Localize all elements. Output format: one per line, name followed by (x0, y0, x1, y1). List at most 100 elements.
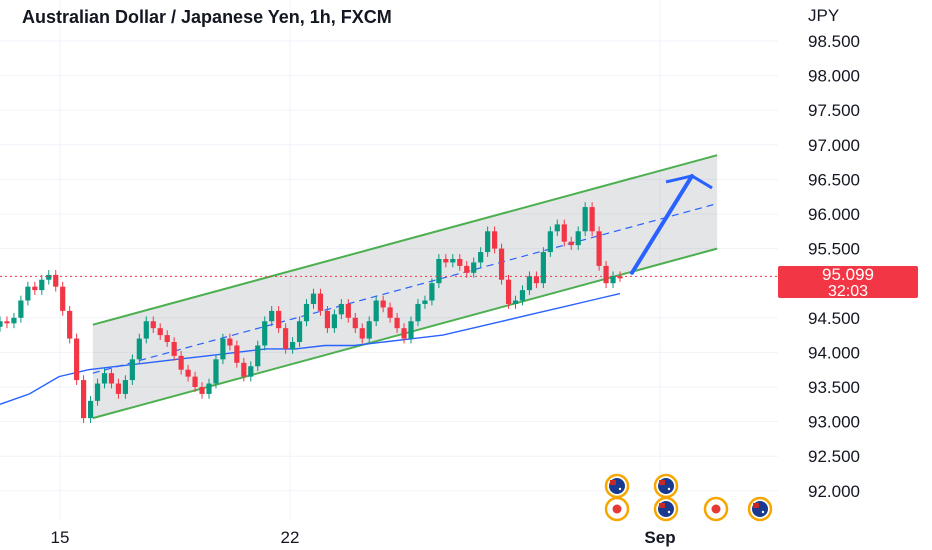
candle-body (94, 383, 101, 401)
bar-countdown: 32:03 (828, 283, 868, 300)
icon-flag-canton (610, 480, 616, 485)
candle-body (331, 314, 337, 329)
last-price-label: 95.099 32:03 (778, 265, 918, 300)
last-price-value: 95.099 (822, 265, 874, 284)
candle-body (67, 310, 73, 339)
candle-body (324, 310, 331, 329)
price-tick: 93.000 (808, 413, 860, 432)
candle-body (589, 207, 595, 232)
last-price-box (778, 266, 918, 298)
parallel-channel[interactable] (92, 154, 718, 420)
candle-body (540, 252, 546, 284)
icon-flag-canton (753, 503, 759, 508)
icon-flag-star (667, 487, 671, 491)
icon-flag-canton (659, 503, 665, 508)
price-tick: 96.500 (808, 170, 860, 189)
candle-body (485, 231, 491, 253)
candle-body (0, 321, 3, 327)
candle-body (394, 317, 400, 329)
icon-sun (612, 504, 622, 514)
candle-body (317, 293, 324, 311)
channel-upper-line[interactable] (92, 154, 718, 326)
icon-flag-star (761, 510, 765, 514)
candle-body (498, 248, 505, 280)
time-tick: Sep (644, 528, 675, 547)
candle-body (596, 231, 602, 266)
australia-flag-icon[interactable] (604, 473, 630, 499)
time-axis[interactable]: 15 22 Sep (51, 528, 676, 547)
price-tick: 98.000 (808, 67, 860, 86)
channel-fill (92, 155, 718, 419)
candle-body (4, 321, 10, 324)
projection-arrow-head[interactable] (665, 174, 713, 190)
price-tick: 93.500 (808, 378, 860, 397)
candle-body (519, 290, 526, 301)
candle-body (505, 279, 512, 304)
candle-body (408, 321, 414, 339)
candle-body (283, 328, 289, 349)
price-axis[interactable]: JPY 98.500 98.000 97.500 97.000 96.500 96.000… (808, 6, 860, 501)
candle-body (415, 303, 421, 322)
price-tick: 97.000 (808, 136, 860, 155)
price-tick: 94.000 (808, 343, 860, 362)
candle-body (373, 300, 379, 322)
price-tick: 92.000 (808, 482, 860, 501)
candle-body (129, 359, 135, 381)
candle-body (429, 283, 435, 301)
candle-body (450, 258, 456, 263)
price-tick: 97.500 (808, 101, 860, 120)
candle-body (234, 345, 240, 363)
price-tick: 92.500 (808, 447, 860, 466)
price-tick: 98.500 (808, 32, 860, 51)
japan-flag-icon[interactable] (604, 496, 630, 522)
icon-flag-star (618, 487, 622, 491)
candle-body (380, 300, 386, 308)
candle-body (115, 383, 122, 394)
candle-body (554, 224, 560, 232)
candle-body (512, 300, 519, 304)
icon-sun (711, 504, 721, 514)
candle-body (185, 369, 191, 377)
candle-body (610, 276, 616, 284)
candle-body (617, 276, 623, 279)
moving-average-line (0, 292, 621, 405)
japan-flag-icon[interactable] (703, 496, 729, 522)
candle-body (310, 293, 317, 304)
candle-body (255, 345, 261, 367)
candle-body (471, 262, 477, 273)
projection-arrow-shaft[interactable] (630, 173, 694, 275)
price-tick: 95.500 (808, 240, 860, 259)
candle-body (25, 286, 31, 301)
candle-body (192, 376, 198, 387)
candle-body (213, 359, 219, 384)
candle-body (206, 383, 212, 394)
projection-arrow[interactable] (630, 173, 713, 275)
candles (0, 202, 623, 423)
currency-label: JPY (808, 6, 839, 25)
candle-body (241, 362, 247, 377)
candle-body (568, 241, 574, 246)
australia-flag-icon[interactable] (653, 473, 679, 499)
candle-body (11, 317, 17, 324)
candle-body (74, 338, 80, 381)
candle-body (443, 258, 449, 263)
candle-body (199, 387, 205, 394)
economic-events[interactable] (604, 473, 773, 522)
candle-body (296, 321, 303, 343)
australia-flag-icon[interactable] (653, 496, 679, 522)
candle-body (338, 303, 344, 315)
australia-flag-icon[interactable] (747, 496, 773, 522)
candle-body (80, 380, 87, 419)
icon-flag-star (667, 510, 671, 514)
icon-flag-canton (659, 480, 665, 485)
candle-body (220, 338, 226, 360)
candle-body (164, 335, 170, 343)
candle-body (422, 300, 428, 304)
candle-body (87, 400, 94, 419)
candle-body (157, 328, 163, 336)
candle-body (359, 328, 365, 339)
candle-body (401, 328, 407, 339)
candle-body (32, 286, 38, 291)
